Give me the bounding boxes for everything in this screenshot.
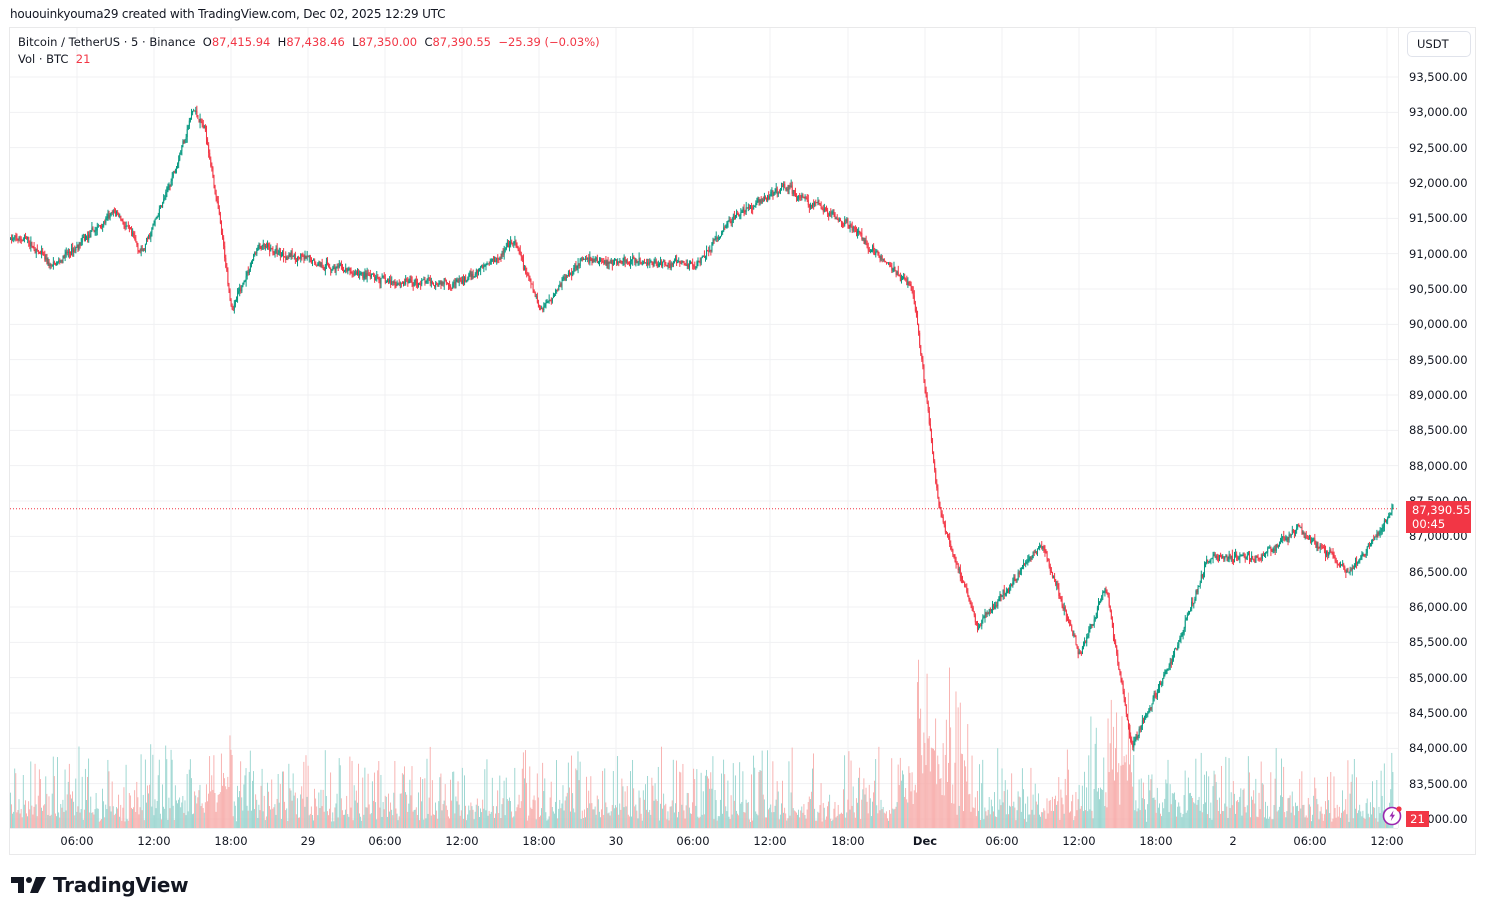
last-price-tag: 87,390.55 00:45 xyxy=(1406,501,1471,533)
time-axis-label: 12:00 xyxy=(1062,834,1096,848)
price-axis-label: 84,000.00 xyxy=(1409,741,1468,756)
open-value: 87,415.94 xyxy=(211,35,271,49)
time-axis-label: 06:00 xyxy=(1293,834,1327,848)
volume-value: 21 xyxy=(75,52,91,66)
time-axis-label: 12:00 xyxy=(137,834,171,848)
high-value: 87,438.46 xyxy=(286,35,345,49)
high-label: H xyxy=(277,35,287,49)
time-axis-label: 12:00 xyxy=(753,834,787,848)
price-axis-label: 88,000.00 xyxy=(1409,458,1468,473)
low-value: 87,350.00 xyxy=(358,35,418,49)
chart-credit: hououinkyouma29 created with TradingView… xyxy=(10,7,446,21)
time-axis-label: 29 xyxy=(300,834,316,848)
tradingview-logo-icon xyxy=(11,877,46,893)
low-label: L xyxy=(352,35,359,49)
close-value: 87,390.55 xyxy=(432,35,491,49)
price-axis-label: 91,500.00 xyxy=(1409,211,1468,226)
currency-button[interactable]: USDT xyxy=(1407,31,1471,57)
time-axis-label: 12:00 xyxy=(445,834,479,848)
chart-legend: Bitcoin / TetherUS · 5 · Binance O87,415… xyxy=(18,34,600,68)
open-label: O xyxy=(202,35,212,49)
time-axis-label: 12:00 xyxy=(1370,834,1404,848)
price-axis-label: 85,500.00 xyxy=(1409,635,1468,650)
price-axis-label: 92,500.00 xyxy=(1409,140,1468,155)
symbol-legend-row[interactable]: Bitcoin / TetherUS · 5 · Binance O87,415… xyxy=(18,34,600,51)
price-axis-label: 88,500.00 xyxy=(1409,423,1468,438)
time-axis-label: 18:00 xyxy=(214,834,248,848)
time-axis[interactable]: 06:00 12:00 18:00 29 06:00 12:00 18:00 30 06:00 1… xyxy=(10,828,1404,854)
chart-frame xyxy=(9,27,1476,855)
price-axis-label: 83,500.00 xyxy=(1409,776,1468,791)
time-axis-label: 06:00 xyxy=(368,834,402,848)
volume-tag: 21 xyxy=(1406,811,1429,827)
volume-label[interactable]: Vol · BTC xyxy=(18,52,69,66)
time-axis-label: 18:00 xyxy=(522,834,556,848)
tradingview-logo[interactable]: TradingView xyxy=(11,873,189,897)
price-axis-label: 89,000.00 xyxy=(1409,388,1468,402)
volume-legend-row[interactable]: Vol · BTC 21 xyxy=(18,51,600,68)
price-axis-label: 90,500.00 xyxy=(1409,282,1468,296)
price-axis-label: 93,500.00 xyxy=(1409,70,1468,84)
bar-countdown: 00:45 xyxy=(1412,517,1446,531)
price-axis-label: 91,000.00 xyxy=(1409,246,1468,261)
close-label: C xyxy=(424,35,433,49)
price-axis-label: 92,000.00 xyxy=(1409,176,1468,190)
price-axis-label: 93,000.00 xyxy=(1409,105,1468,120)
chart-plot-area[interactable] xyxy=(10,28,1398,828)
time-axis-label: 18:00 xyxy=(1139,834,1173,848)
price-axis-label: 86,500.00 xyxy=(1409,564,1468,579)
price-axis-label: 86,000.00 xyxy=(1409,600,1468,614)
time-axis-label: Dec xyxy=(912,834,938,848)
time-axis-label: 18:00 xyxy=(831,834,865,848)
time-axis-label: 2 xyxy=(1229,834,1237,848)
time-axis-label: 30 xyxy=(608,834,624,848)
price-axis-label: 90,000.00 xyxy=(1409,317,1468,332)
price-axis-label: 85,000.00 xyxy=(1409,670,1468,685)
candlestick-chart[interactable] xyxy=(10,28,1398,828)
time-axis-label: 06:00 xyxy=(985,834,1019,848)
lightning-alert-icon[interactable] xyxy=(1382,804,1404,826)
brand-name: TradingView xyxy=(53,873,189,897)
last-price-value: 87,390.55 xyxy=(1412,503,1471,517)
price-change: −25.39 (−0.03%) xyxy=(498,35,600,49)
price-axis[interactable]: 93,500.00 93,000.00 92,500.00 92,000.00 91,5… xyxy=(1398,28,1475,828)
time-axis-label: 06:00 xyxy=(676,834,710,848)
price-axis-label: 89,500.00 xyxy=(1409,352,1468,367)
price-axis-label: 84,500.00 xyxy=(1409,706,1468,720)
time-axis-label: 06:00 xyxy=(60,834,94,848)
symbol-name[interactable]: Bitcoin / TetherUS · 5 · Binance xyxy=(18,35,196,49)
